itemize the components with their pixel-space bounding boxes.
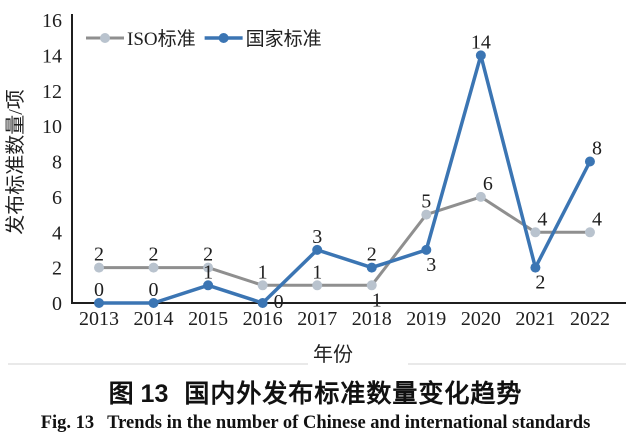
data-label: 6 bbox=[483, 173, 493, 195]
data-label: 3 bbox=[312, 226, 322, 248]
data-label: 1 bbox=[312, 261, 322, 283]
y-tick-label: 8 bbox=[52, 152, 62, 174]
x-tick-label: 2015 bbox=[188, 308, 228, 330]
series-marker bbox=[366, 280, 377, 291]
series-marker bbox=[312, 280, 323, 291]
series-marker bbox=[203, 262, 214, 273]
legend-marker bbox=[218, 33, 229, 43]
series-marker bbox=[203, 280, 214, 291]
y-tick-label: 2 bbox=[52, 258, 62, 280]
data-label: 8 bbox=[592, 138, 602, 160]
series-marker bbox=[475, 191, 486, 202]
figure-title-zh: 国内外发布标准数量变化趋势 bbox=[184, 380, 523, 408]
y-tick-label: 14 bbox=[42, 45, 62, 67]
series-marker bbox=[94, 298, 104, 308]
figure-caption-zh: 图 13 国内外发布标准数量变化趋势 bbox=[0, 374, 631, 410]
series-marker bbox=[148, 298, 159, 308]
y-axis-title: 发布标准数量/项 bbox=[4, 89, 27, 235]
series-marker bbox=[584, 156, 595, 167]
figure-caption-en: Fig. 13 Trends in the number of Chinese a… bbox=[0, 413, 631, 434]
data-label: 1 bbox=[372, 289, 382, 311]
legend-label: 国家标准 bbox=[246, 28, 322, 50]
y-tick-label: 10 bbox=[42, 116, 62, 138]
figure-title-en: Trends in the number of Chinese and inte… bbox=[107, 413, 591, 433]
series-line-1 bbox=[97, 53, 592, 305]
x-tick-label: 2017 bbox=[297, 308, 337, 330]
x-tick-label: 2022 bbox=[570, 308, 610, 330]
y-tick-label: 0 bbox=[52, 293, 62, 315]
legend-marker bbox=[100, 33, 110, 43]
series-marker bbox=[584, 227, 595, 238]
series-marker bbox=[475, 50, 486, 61]
x-tick-label: 2019 bbox=[406, 308, 446, 330]
series-marker bbox=[148, 262, 159, 273]
series-marker bbox=[530, 262, 541, 273]
data-label: 2 bbox=[203, 244, 213, 266]
axes bbox=[71, 14, 626, 304]
data-label: 1 bbox=[203, 261, 213, 283]
series-line-0 bbox=[97, 195, 592, 287]
series-marker bbox=[530, 227, 541, 238]
x-axis-title: 年份 bbox=[313, 343, 353, 366]
series-marker bbox=[94, 262, 104, 273]
y-tick-label: 4 bbox=[52, 222, 62, 244]
data-label: 2 bbox=[535, 272, 545, 294]
data-label: 4 bbox=[537, 208, 547, 230]
legend-label: ISO标准 bbox=[127, 28, 196, 50]
series-marker bbox=[366, 262, 377, 273]
series-marker bbox=[257, 280, 268, 291]
data-label: 14 bbox=[471, 31, 491, 53]
x-tick-label: 2020 bbox=[461, 308, 501, 330]
x-tick-label: 2016 bbox=[243, 308, 283, 330]
x-tick-label: 2021 bbox=[515, 308, 555, 330]
x-tick-label: 2018 bbox=[352, 308, 392, 330]
data-label: 2 bbox=[149, 244, 159, 266]
data-label: 0 bbox=[149, 279, 159, 301]
figure-number-zh: 图 13 bbox=[108, 380, 169, 408]
series-marker bbox=[257, 298, 268, 308]
x-tick-label: 2014 bbox=[134, 308, 174, 330]
data-label: 1 bbox=[258, 261, 268, 283]
data-label: 2 bbox=[94, 244, 104, 266]
y-tick-label: 12 bbox=[42, 81, 62, 103]
data-label: 2 bbox=[367, 244, 377, 266]
figure-number-en: Fig. 13 bbox=[40, 413, 95, 433]
data-label: 5 bbox=[421, 191, 431, 213]
data-label: 3 bbox=[426, 254, 436, 276]
series-marker bbox=[421, 244, 432, 255]
data-label: 0 bbox=[94, 279, 104, 301]
x-tick-label: 2013 bbox=[79, 308, 119, 330]
data-label: 0 bbox=[274, 291, 284, 313]
y-tick-label: 16 bbox=[42, 10, 62, 32]
data-label: 4 bbox=[592, 208, 602, 230]
series-marker bbox=[421, 209, 432, 220]
series-marker bbox=[312, 244, 323, 255]
y-tick-label: 6 bbox=[52, 187, 62, 209]
